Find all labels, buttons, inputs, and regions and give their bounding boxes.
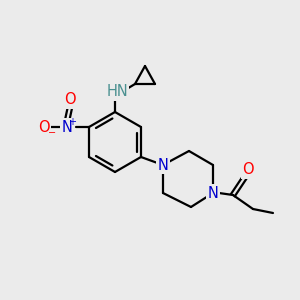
Text: O: O [242, 163, 254, 178]
Text: O: O [64, 92, 76, 107]
Text: N: N [158, 158, 168, 172]
Text: N: N [208, 185, 218, 200]
Text: +: + [68, 117, 76, 127]
Text: N: N [61, 119, 73, 134]
Text: HN: HN [106, 85, 128, 100]
Text: −: − [48, 128, 56, 138]
Text: O: O [38, 119, 50, 134]
